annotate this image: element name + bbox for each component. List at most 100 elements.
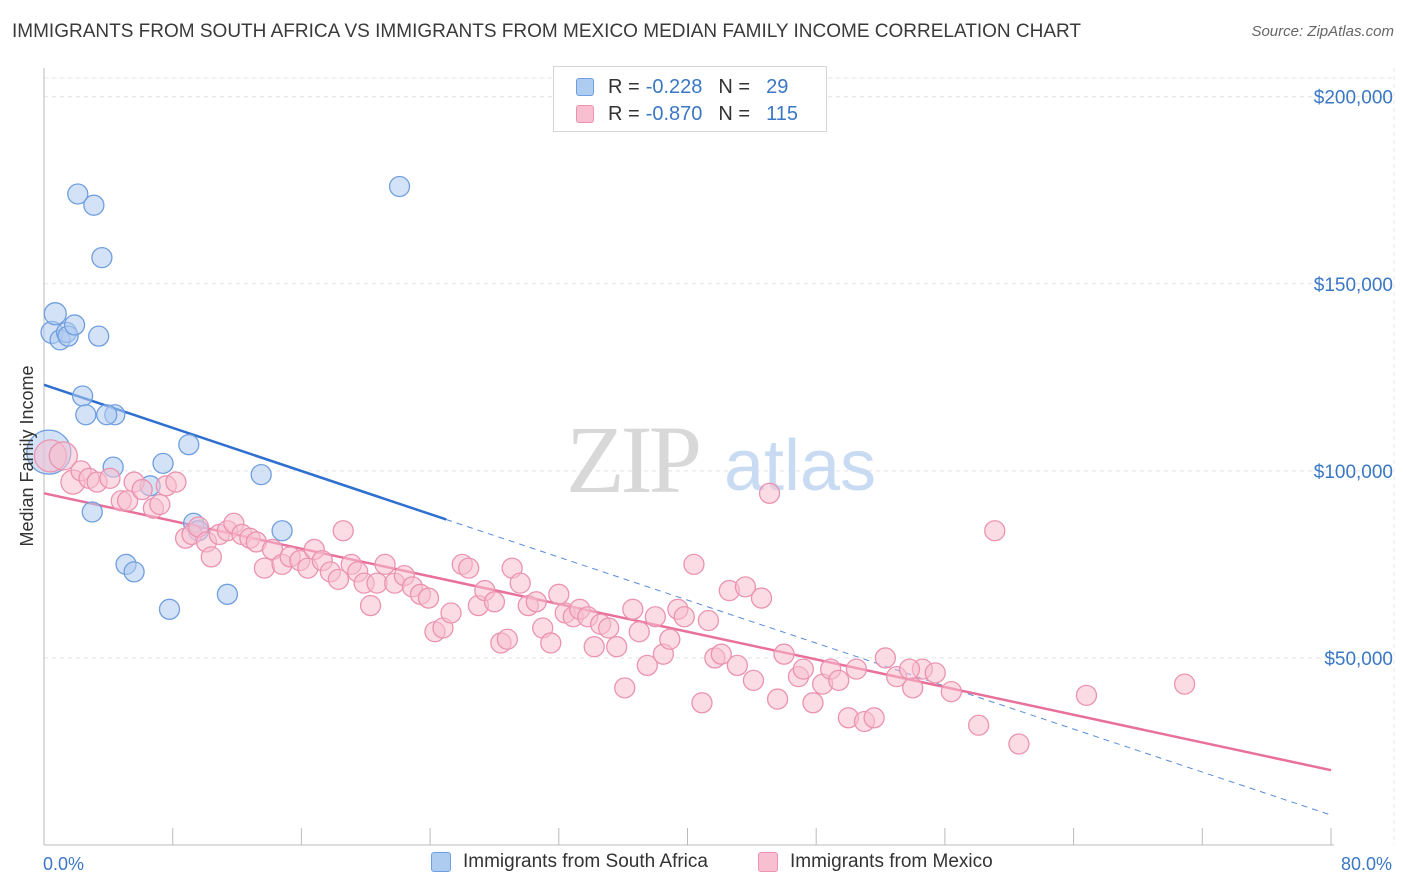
data-point-pink (673, 606, 695, 628)
data-point-pink (332, 520, 354, 542)
y-tick-label: $50,000 (1324, 649, 1393, 670)
data-point-pink (483, 591, 506, 613)
data-point-blue (83, 194, 105, 216)
chart-title: IMMIGRANTS FROM SOUTH AFRICA VS IMMIGRAN… (12, 21, 1082, 42)
data-point-pink (417, 587, 440, 609)
data-point-blue (71, 385, 94, 407)
data-point-pink (750, 587, 773, 609)
watermark-zip: ZIP (566, 406, 699, 513)
legend-r-value: -0.228 (645, 75, 703, 98)
legend-n-value: 115 (766, 102, 798, 125)
data-point-pink (691, 692, 713, 714)
legend-row-mexico: R = -0.870 N = 115 (576, 100, 798, 128)
data-point-pink (802, 692, 824, 714)
data-point-blue (178, 434, 200, 456)
data-point-pink (636, 654, 658, 677)
data-point-pink (773, 643, 795, 665)
data-point-blue (96, 404, 118, 426)
data-point-pink (131, 478, 153, 501)
data-point-pink (845, 658, 868, 680)
data-point-pink (366, 572, 388, 594)
legend-swatch-blue (576, 78, 594, 96)
y-tick-label: $100,000 (1314, 462, 1393, 483)
data-point-blue (81, 501, 103, 523)
data-point-pink (902, 677, 924, 699)
data-point-pink (1008, 733, 1030, 755)
data-point-pink (734, 576, 757, 598)
data-point-pink (940, 680, 962, 703)
legend-label-south-africa: Immigrants from South Africa (463, 851, 708, 872)
data-point-pink (863, 707, 885, 729)
watermark-atlas: atlas (724, 426, 876, 506)
data-point-pink (583, 636, 605, 658)
data-point-blue (271, 520, 293, 542)
data-point-pink (792, 658, 814, 680)
data-point-pink (458, 557, 480, 579)
bottom-legend-south-africa: Immigrants from South Africa (431, 851, 708, 873)
data-point-blue (123, 561, 145, 583)
axis-ticks (43, 828, 1332, 845)
legend-n-label: N = (718, 75, 751, 98)
data-points (26, 175, 1196, 755)
data-point-pink (496, 628, 518, 650)
data-point-blue (88, 325, 110, 347)
data-point-pink (828, 669, 850, 692)
data-point-pink (374, 553, 396, 576)
grid-lines (44, 68, 1395, 845)
data-point-blue (63, 314, 86, 336)
legend-swatch-blue (431, 852, 451, 872)
data-point-pink (509, 572, 531, 594)
data-point-pink (261, 538, 284, 561)
legend-n-value: 29 (766, 75, 789, 98)
legend-swatch-pink (758, 852, 778, 872)
data-point-pink (149, 493, 171, 516)
data-point-blue (250, 463, 272, 486)
data-point-pink (766, 688, 789, 710)
data-point-pink (659, 628, 681, 650)
y-tick-labels: $50,000 $100,000 $150,000 $200,000 (1314, 88, 1393, 670)
data-point-pink (968, 714, 990, 736)
data-point-pink (622, 598, 644, 620)
data-point-pink (697, 609, 720, 632)
bottom-legend-mexico: Immigrants from Mexico (758, 851, 993, 873)
legend-label-mexico: Immigrants from Mexico (790, 851, 993, 872)
data-point-blue (43, 302, 67, 326)
data-point-pink (758, 482, 781, 504)
data-point-pink (200, 546, 222, 568)
data-point-pink (606, 636, 628, 658)
data-point-pink (614, 677, 636, 699)
data-point-pink (726, 654, 749, 677)
data-point-pink (253, 557, 276, 579)
legend-r-label: R = (608, 75, 640, 98)
data-point-pink (440, 602, 462, 624)
data-point-pink (984, 520, 1006, 542)
y-tick-label: $200,000 (1314, 88, 1393, 109)
y-axis-label: Median Family Income (17, 365, 37, 546)
data-point-pink (548, 583, 570, 605)
data-point-pink (525, 591, 547, 613)
chart-source: Source: ZipAtlas.com (1251, 23, 1394, 40)
data-point-pink (540, 632, 562, 654)
data-point-pink (898, 658, 921, 680)
x-tick-label-min: 0.0% (43, 854, 84, 874)
data-point-pink (598, 617, 620, 639)
data-point-pink (924, 662, 946, 684)
data-point-blue (216, 583, 239, 605)
data-point-blue (152, 452, 174, 475)
data-point-blue (67, 183, 89, 205)
data-point-blue (91, 246, 113, 269)
data-point-pink (628, 621, 650, 643)
legend-row-south-africa: R = -0.228 N = 29 (576, 73, 788, 101)
data-point-pink (1075, 684, 1098, 706)
legend-n-label: N = (718, 102, 751, 125)
legend-r-value: -0.870 (645, 102, 703, 125)
data-point-pink (874, 647, 897, 669)
legend-swatch-pink (576, 105, 594, 123)
data-point-pink (742, 669, 765, 692)
data-point-blue (388, 175, 411, 198)
legend-r-label: R = (608, 102, 640, 125)
x-tick-label-max: 80.0% (1341, 854, 1392, 874)
data-point-pink (99, 467, 121, 489)
data-point-pink (48, 441, 78, 471)
